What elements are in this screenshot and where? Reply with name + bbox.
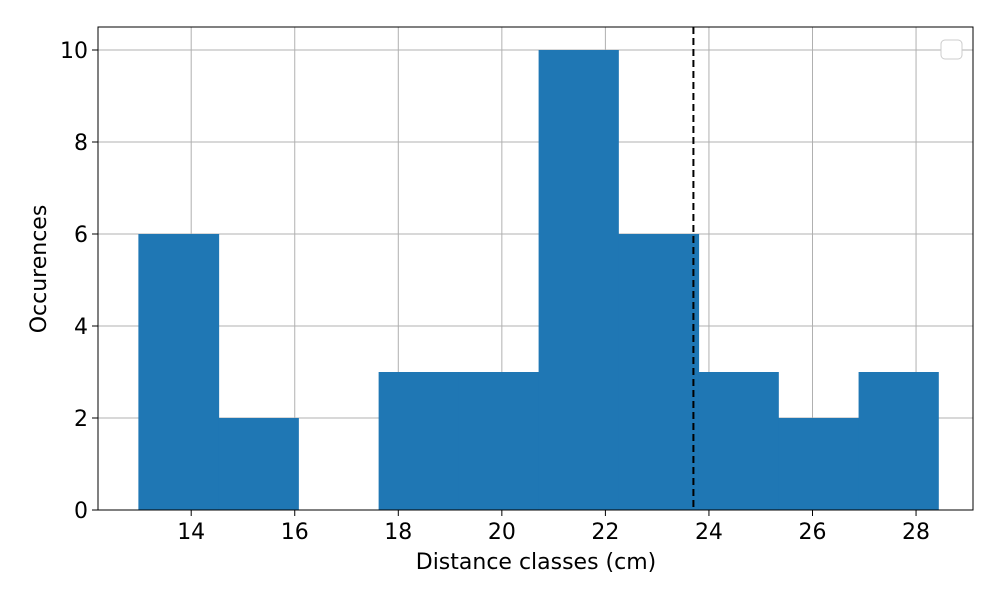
histogram-bar — [378, 372, 459, 510]
legend — [940, 39, 963, 60]
histogram-bar — [858, 372, 939, 510]
plot-frame — [97, 26, 974, 511]
x-tick-label: 28 — [902, 520, 930, 545]
histogram-bar — [458, 372, 540, 510]
histogram-bar — [618, 234, 700, 510]
y-axis-title: Occurences — [27, 205, 52, 334]
y-tick-label: 4 — [74, 315, 88, 340]
x-tick-label: 22 — [591, 520, 619, 545]
x-axis-title: Distance classes (cm) — [416, 550, 657, 575]
y-tick-label: 8 — [74, 131, 88, 156]
x-tick-label: 18 — [384, 520, 412, 545]
histogram-bar — [538, 50, 619, 510]
histogram-bar — [698, 372, 779, 510]
histogram-bars — [138, 50, 939, 510]
legend-box — [940, 39, 963, 60]
x-tick-label: 14 — [177, 520, 205, 545]
y-tick-label: 6 — [74, 223, 88, 248]
x-tick-label: 24 — [695, 520, 723, 545]
x-tick-label: 20 — [488, 520, 516, 545]
x-tick-label: 16 — [281, 520, 309, 545]
x-tick-label: 26 — [798, 520, 826, 545]
axes-frame — [97, 26, 974, 511]
y-tick-label: 2 — [74, 407, 88, 432]
histogram-bar — [778, 418, 860, 510]
histogram-bar — [138, 234, 220, 510]
y-tick-label: 10 — [60, 39, 88, 64]
histogram-bar — [218, 418, 299, 510]
y-tick-label: 0 — [74, 499, 88, 524]
